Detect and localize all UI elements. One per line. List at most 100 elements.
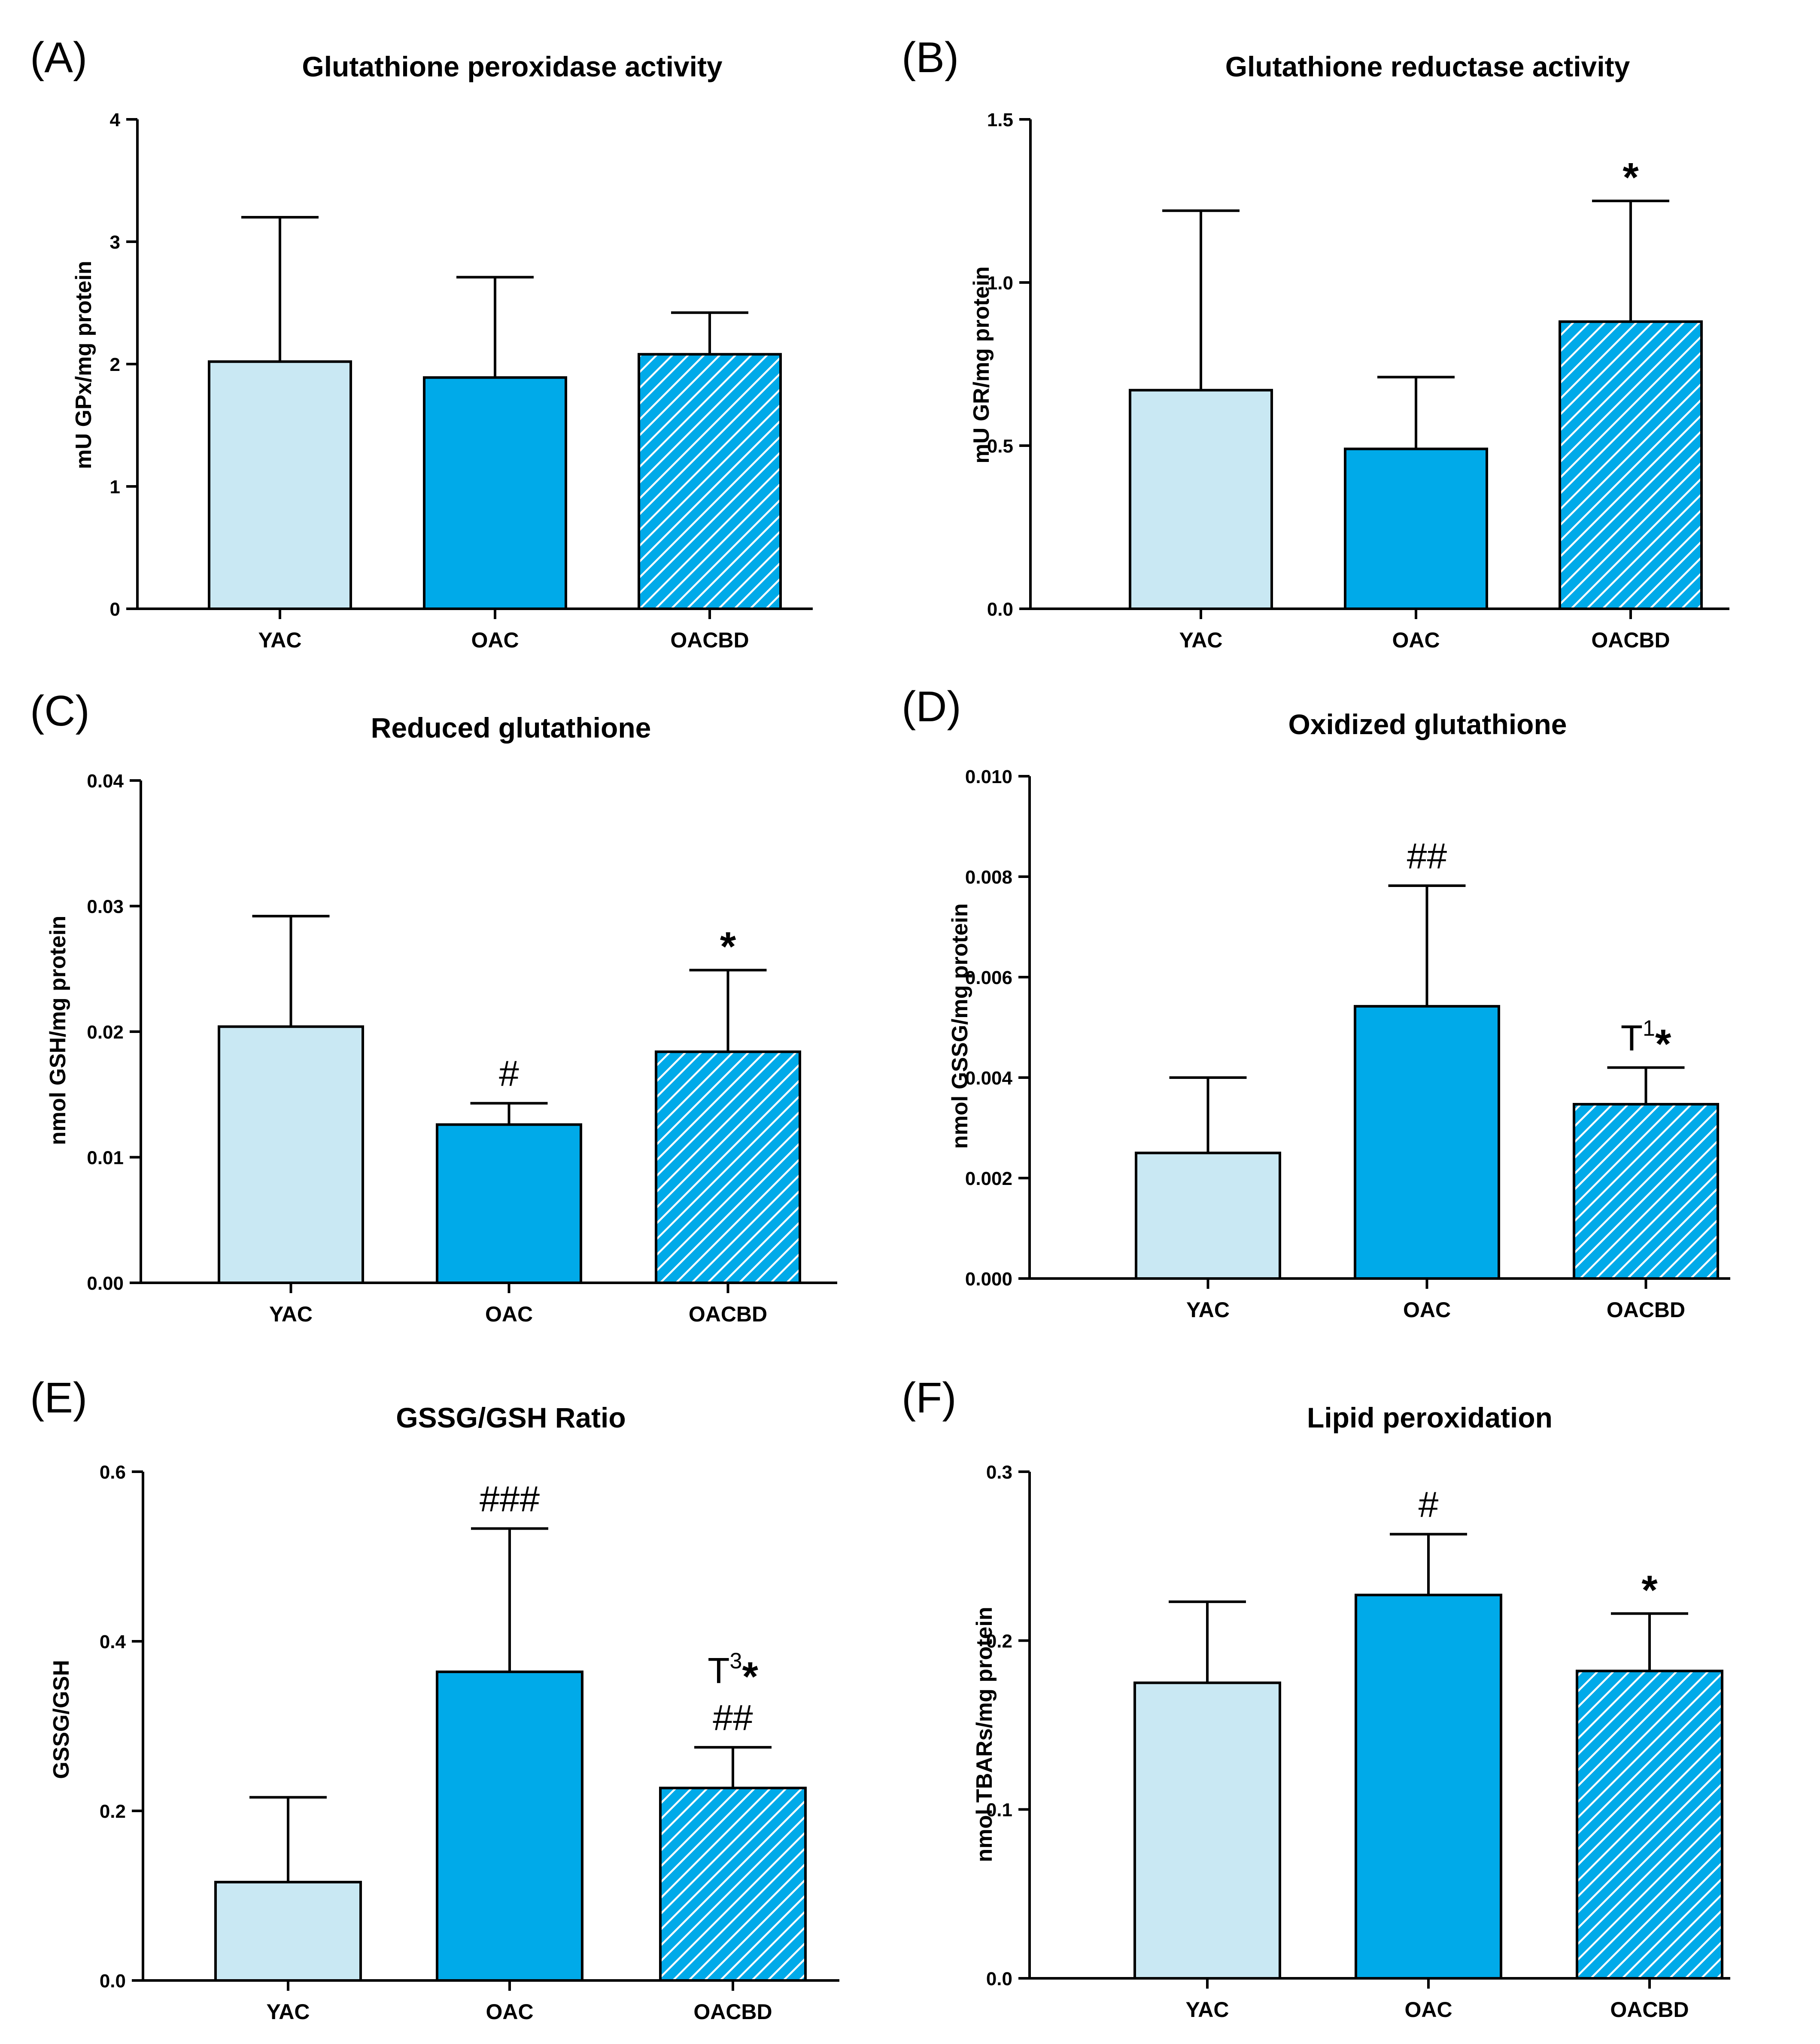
category-label: YAC — [1186, 1998, 1229, 2022]
bar-yac — [1133, 1681, 1281, 1980]
significance-marker: ## — [1407, 836, 1447, 876]
category-label: OACBD — [1607, 1298, 1685, 1322]
bars — [214, 1527, 807, 1982]
category-labels: YAC OAC OACBD — [269, 1302, 767, 1326]
panel-letter: (F) — [902, 1374, 957, 1422]
y-tick-label: 0.03 — [87, 896, 124, 917]
category-label: OACBD — [689, 1302, 767, 1326]
y-axis-label: nmol GSH/mg protein — [46, 916, 70, 1145]
category-label: OAC — [486, 2000, 533, 2024]
category-label: OAC — [1404, 1998, 1452, 2022]
bar-oac — [423, 376, 567, 610]
category-labels: YAC OAC OACBD — [1179, 628, 1670, 652]
bar-oac — [1344, 447, 1488, 610]
panel-letter: (A) — [30, 33, 87, 82]
y-tick-label: 0.2 — [100, 1801, 126, 1822]
category-labels: YAC OAC OACBD — [1186, 1298, 1685, 1322]
y-tick-label: 0.5 — [987, 436, 1013, 457]
panel-letter: (D) — [902, 683, 961, 731]
category-labels: YAC OAC OACBD — [1186, 1998, 1689, 2022]
y-axis-label: GSSG/GSH — [49, 1660, 74, 1779]
significance-marker: T3* — [708, 1649, 758, 1700]
chart-panel-b: (B) Glutathione reductase activity mU GR… — [902, 33, 1729, 652]
chart-title: GSSG/GSH Ratio — [396, 1402, 626, 1434]
bar-oac — [436, 1670, 583, 1982]
y-tick-label: 1 — [110, 477, 120, 498]
annotations: #####T3* — [480, 1479, 759, 1738]
bars — [1133, 1533, 1723, 1980]
bar-yac — [1135, 1151, 1281, 1280]
chart-panel-a: (A) Glutathione peroxidase activity mU G… — [30, 33, 813, 652]
bar-yac — [1129, 389, 1273, 610]
significance-marker: # — [1419, 1485, 1439, 1525]
y-tick-label: 1.0 — [987, 273, 1013, 294]
significance-marker: * — [1623, 155, 1639, 200]
category-label: YAC — [1179, 628, 1223, 652]
y-axis-label: mU GR/mg protein — [969, 266, 994, 463]
significance-marker: # — [499, 1054, 519, 1094]
bar-oacbd — [638, 353, 782, 610]
annotations: #* — [499, 924, 736, 1094]
y-tick-label: 0.006 — [965, 967, 1012, 988]
bars — [208, 216, 782, 610]
y-tick-label: 0.010 — [965, 766, 1012, 787]
annotations: * — [1623, 155, 1639, 200]
bars — [1135, 884, 1719, 1280]
y-tick-label: 0.0 — [100, 1971, 126, 1992]
y-tick-label: 3 — [110, 232, 120, 253]
y-tick-label: 0.02 — [87, 1022, 124, 1043]
category-labels: YAC OAC OACBD — [258, 628, 749, 652]
y-tick-label: 0.4 — [100, 1631, 126, 1652]
annotations: #* — [1419, 1485, 1658, 1613]
y-axis-label: nmol TBARs/mg protein — [972, 1607, 997, 1862]
y-tick-label: 4 — [110, 109, 121, 131]
panel-letter: (B) — [902, 33, 959, 82]
chart-title: Reduced glutathione — [371, 712, 651, 744]
y-axis-label: nmol GSSG/mg protein — [948, 903, 972, 1149]
bar-oac — [1354, 1005, 1500, 1280]
category-label: OAC — [485, 1302, 533, 1326]
bar-yac — [214, 1880, 362, 1982]
chart-title: Lipid peroxidation — [1307, 1402, 1553, 1434]
y-tick-label: 0.0 — [986, 1968, 1012, 1989]
category-label: YAC — [267, 2000, 310, 2024]
category-label: OACBD — [693, 2000, 772, 2024]
y-tick-label: 0.0 — [987, 599, 1013, 620]
category-label: OAC — [1403, 1298, 1451, 1322]
chart-panel-e: (E) GSSG/GSH Ratio GSSG/GSH 0.0 0.2 0.4 0.6… — [30, 1374, 839, 2024]
bar-yac — [218, 1025, 364, 1285]
y-tick-label: 2 — [110, 354, 120, 375]
category-label: YAC — [1186, 1298, 1230, 1322]
y-tick-label: 0.3 — [986, 1462, 1012, 1483]
significance-marker: * — [1641, 1567, 1658, 1613]
significance-marker: ### — [480, 1479, 540, 1519]
bar-oacbd — [655, 1050, 801, 1285]
panel-letter: (C) — [30, 687, 90, 735]
category-label: YAC — [258, 628, 302, 652]
category-label: OAC — [1392, 628, 1440, 652]
chart-title: Oxidized glutathione — [1288, 708, 1567, 740]
y-tick-label: 0.004 — [965, 1068, 1013, 1089]
category-label: OACBD — [1610, 1998, 1689, 2022]
chart-title: Glutathione reductase activity — [1225, 51, 1630, 82]
bar-oacbd — [1576, 1670, 1723, 1980]
y-tick-label: 1.5 — [987, 109, 1013, 131]
y-tick-label: 0.008 — [965, 867, 1012, 888]
significance-marker: ## — [713, 1698, 753, 1738]
bars — [1129, 200, 1703, 610]
category-label: YAC — [269, 1302, 313, 1326]
bar-yac — [208, 360, 352, 610]
significance-marker: T1* — [1621, 1016, 1671, 1067]
y-tick-label: 0.04 — [87, 771, 124, 792]
bar-oac — [1355, 1594, 1502, 1980]
bar-oacbd — [1573, 1103, 1719, 1280]
category-label: OAC — [471, 628, 519, 652]
y-tick-label: 0.1 — [986, 1800, 1012, 1821]
chart-title: Glutathione peroxidase activity — [302, 51, 723, 82]
y-tick-label: 0.000 — [965, 1269, 1012, 1290]
annotations: ## T1* — [1407, 836, 1671, 1067]
panel-letter: (E) — [30, 1374, 87, 1422]
bar-oac — [436, 1123, 582, 1284]
chart-panel-f: (F) Lipid peroxidation nmol TBARs/mg pro… — [902, 1374, 1730, 2022]
